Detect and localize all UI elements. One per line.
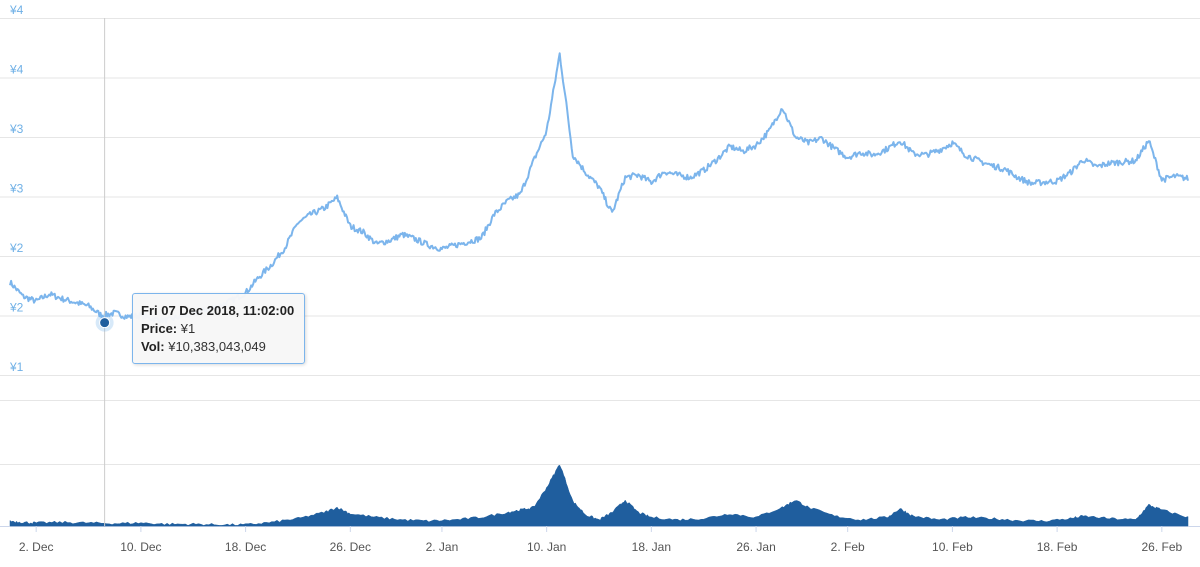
tooltip-vol-row: Vol: ¥10,383,043,049 bbox=[141, 338, 294, 356]
tooltip-vol-value: ¥10,383,043,049 bbox=[168, 339, 266, 354]
date-tick-label: 10. Jan bbox=[527, 540, 566, 554]
tooltip-vol-label: Vol: bbox=[141, 339, 165, 354]
volume-gridlines bbox=[0, 400, 1200, 527]
volume-area-series[interactable] bbox=[9, 464, 1189, 527]
date-tick-label: 18. Dec bbox=[225, 540, 266, 554]
price-tick-label: ¥3 bbox=[9, 122, 24, 136]
tooltip-price-label: Price: bbox=[141, 321, 178, 336]
price-tick-label: ¥2 bbox=[9, 301, 24, 315]
price-tick-label: ¥2 bbox=[9, 241, 24, 255]
price-tick-label: ¥4 bbox=[9, 3, 24, 17]
date-tick-label: 10. Dec bbox=[120, 540, 161, 554]
tooltip-price-row: Price: ¥1 bbox=[141, 320, 294, 338]
hover-point-marker bbox=[95, 313, 114, 332]
date-tick-label: 26. Dec bbox=[330, 540, 371, 554]
price-tick-label: ¥4 bbox=[9, 63, 24, 77]
date-tick-label: 26. Jan bbox=[736, 540, 775, 554]
date-tick-label: 18. Jan bbox=[632, 540, 671, 554]
hover-point bbox=[99, 317, 111, 329]
date-tick-label: 26. Feb bbox=[1141, 540, 1182, 554]
date-tick-label: 10. Feb bbox=[932, 540, 973, 554]
date-axis-labels: 2. Dec 10. Dec 18. Dec 26. Dec 2. Jan 10. Jan… bbox=[19, 526, 1182, 554]
tooltip-header: Fri 07 Dec 2018, 11:02:00 bbox=[141, 303, 295, 318]
price-tick-label: ¥3 bbox=[9, 182, 24, 196]
price-tick-label: ¥1 bbox=[9, 360, 24, 374]
date-tick-label: 2. Feb bbox=[831, 540, 865, 554]
tooltip-price-value: ¥1 bbox=[180, 321, 196, 336]
price-axis-labels: ¥4 ¥4 ¥3 ¥3 ¥2 ¥2 ¥1 bbox=[9, 3, 24, 374]
hover-tooltip: Fri 07 Dec 2018, 11:02:00 Price: ¥1 Vol:… bbox=[132, 293, 306, 364]
date-tick-label: 2. Jan bbox=[426, 540, 459, 554]
date-tick-label: 18. Feb bbox=[1037, 540, 1078, 554]
price-line-series[interactable] bbox=[9, 52, 1189, 324]
date-tick-label: 2. Dec bbox=[19, 540, 54, 554]
